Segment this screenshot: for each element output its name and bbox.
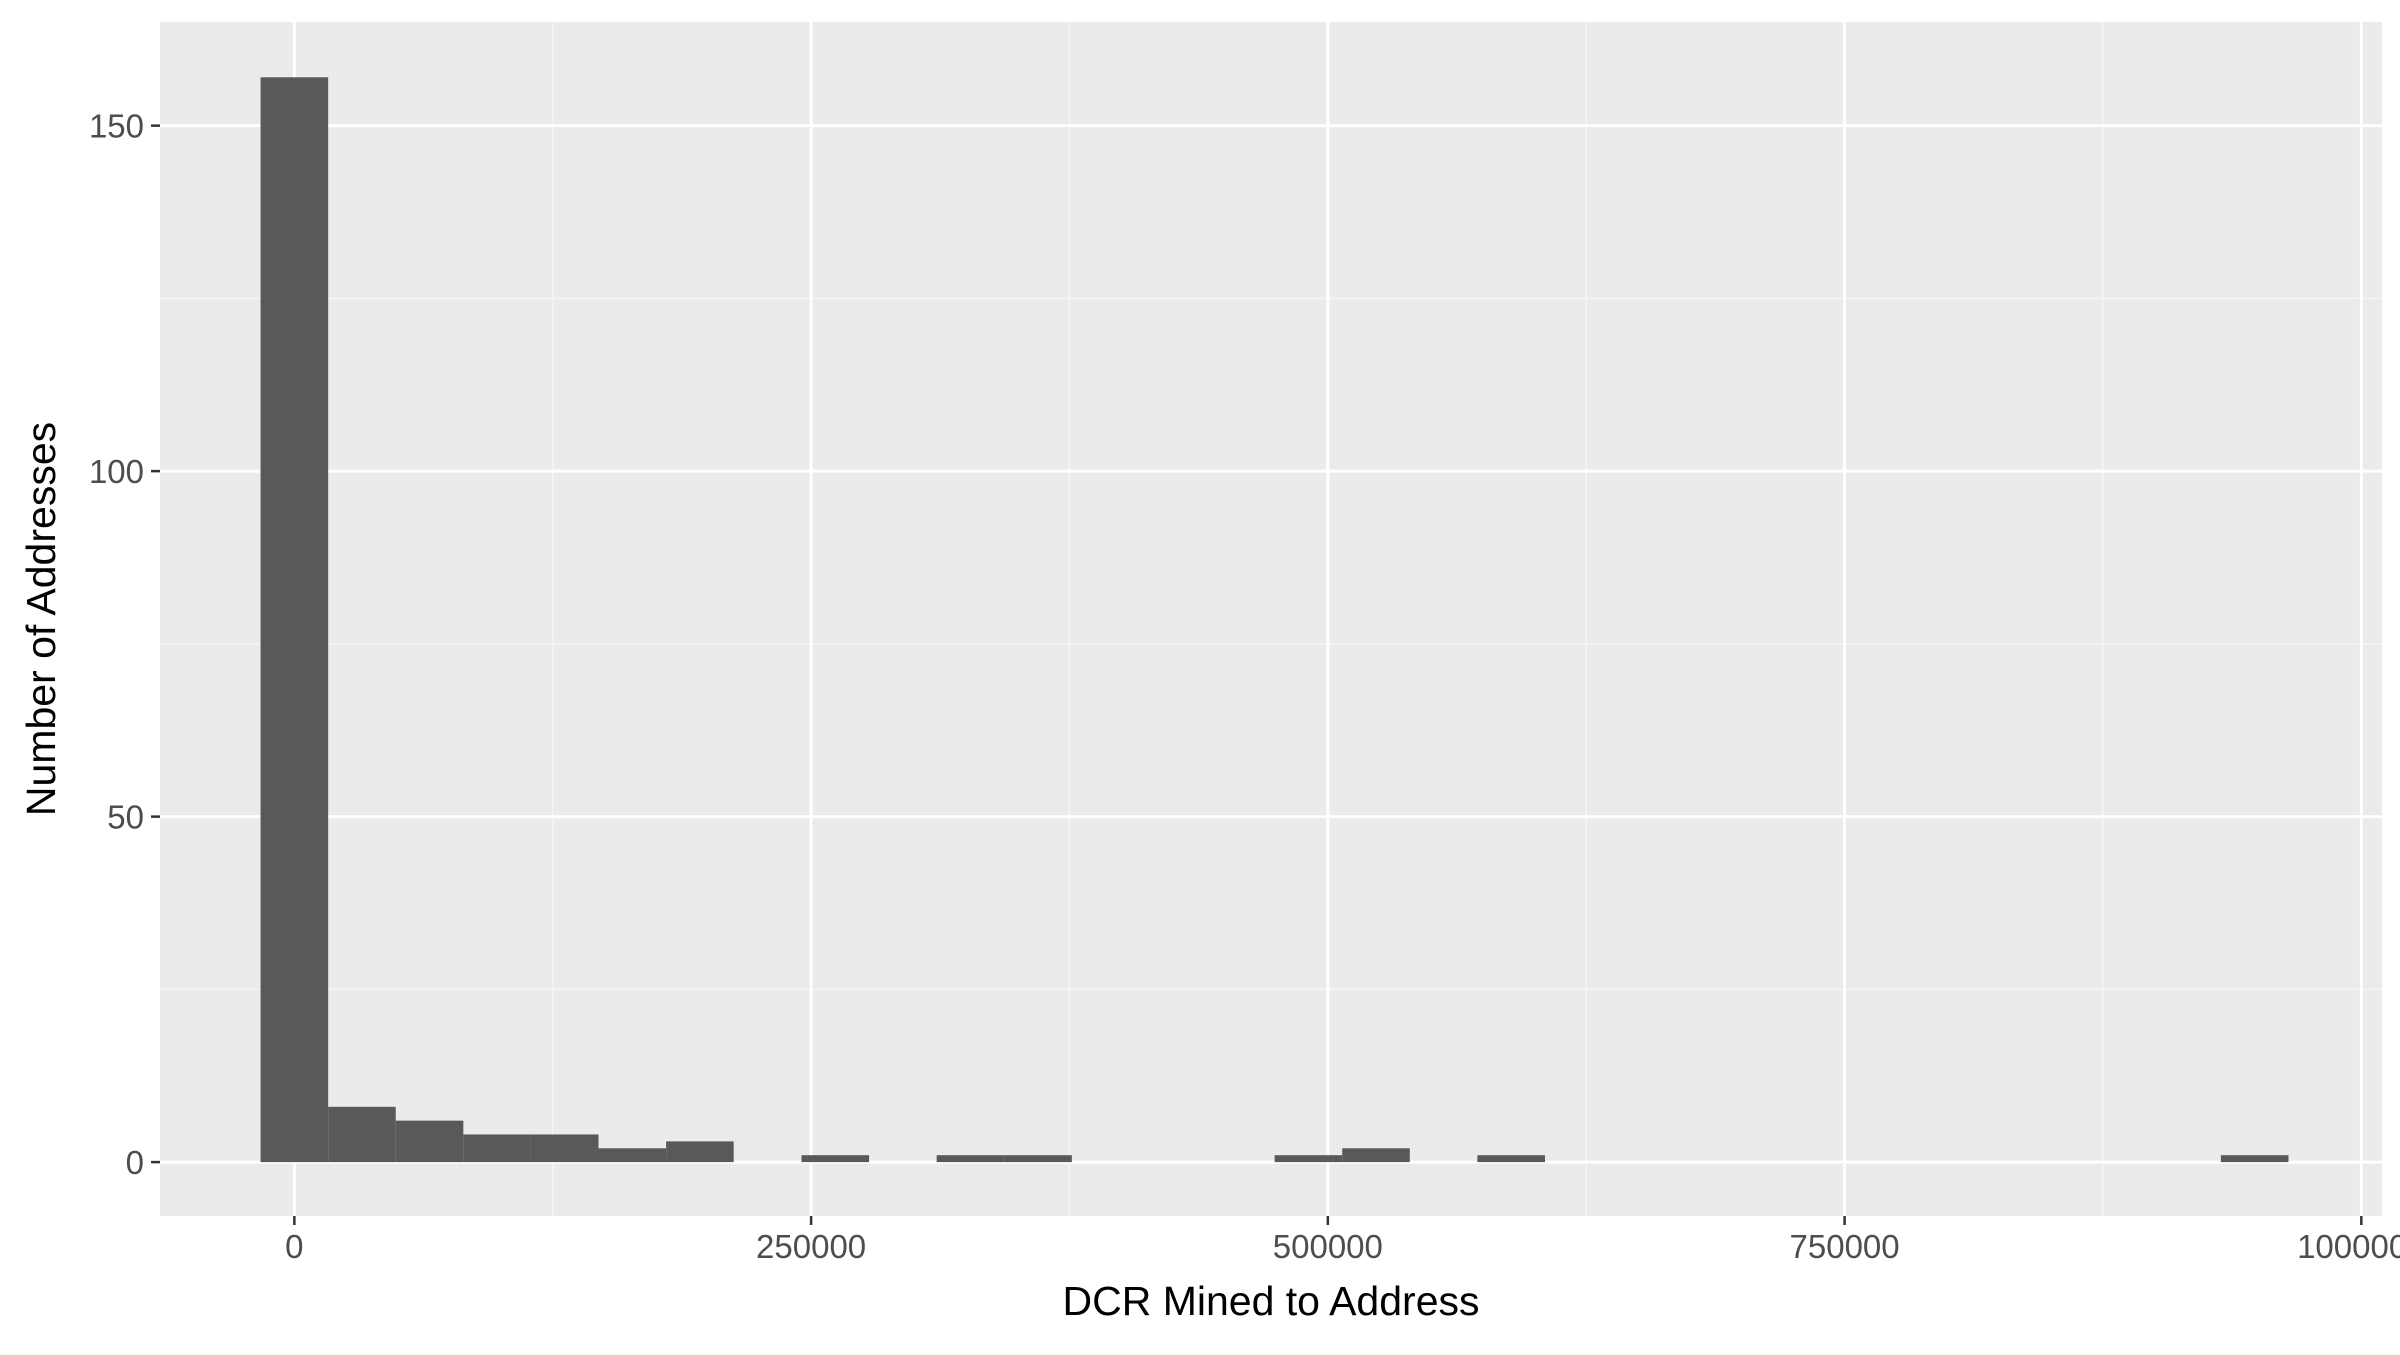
histogram-bar — [328, 1106, 396, 1163]
histogram-bar — [801, 1155, 870, 1163]
y-tick-label: 0 — [126, 1144, 144, 1181]
y-axis-title: Number of Addresses — [18, 422, 64, 816]
histogram-bar — [2220, 1155, 2289, 1163]
x-tick-label: 500000 — [1273, 1228, 1383, 1265]
histogram-bar — [395, 1120, 464, 1163]
histogram-bar — [666, 1141, 734, 1163]
histogram-bar — [1477, 1155, 1545, 1163]
histogram-bars — [260, 77, 2289, 1163]
x-tick-label: 250000 — [756, 1228, 866, 1265]
minor-gridlines — [160, 22, 2382, 1216]
x-axis-title: DCR Mined to Address — [1062, 1278, 1479, 1324]
histogram-bar — [598, 1148, 667, 1163]
histogram-bar — [1342, 1148, 1410, 1163]
histogram-bar — [1274, 1155, 1343, 1163]
y-tick-label: 100 — [89, 453, 144, 490]
y-tick-label: 50 — [107, 799, 144, 836]
histogram-bar — [1004, 1155, 1072, 1163]
major-gridlines — [160, 22, 2382, 1216]
plot-panel — [160, 22, 2382, 1216]
x-tick-label: 750000 — [1790, 1228, 1900, 1265]
histogram-bar — [260, 77, 329, 1163]
histogram-bar — [463, 1134, 531, 1163]
y-axis: 0 50 100 150 — [89, 108, 160, 1181]
histogram-bar — [530, 1134, 599, 1163]
y-tick-label: 150 — [89, 108, 144, 145]
histogram-bar — [936, 1155, 1005, 1163]
x-tick-label: 0 — [285, 1228, 303, 1265]
